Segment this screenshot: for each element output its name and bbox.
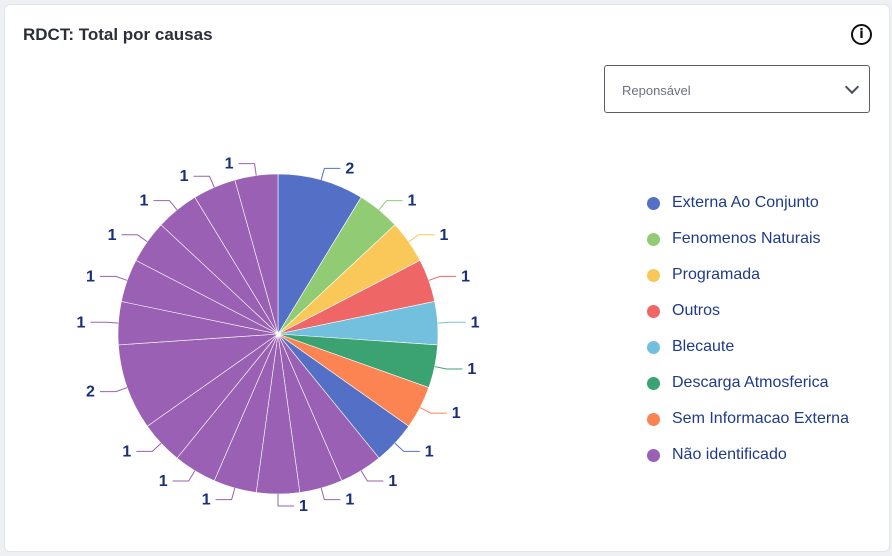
- label-line: [360, 470, 384, 482]
- label-line: [215, 487, 236, 501]
- legend-item[interactable]: Externa Ao Conjunto: [647, 185, 849, 221]
- legend-label: Externa Ao Conjunto: [672, 194, 819, 211]
- legend-label: Sem Informacao Externa: [672, 410, 849, 427]
- legend-item[interactable]: Programada: [647, 257, 849, 293]
- data-label: 1: [440, 227, 449, 244]
- data-label: 1: [299, 498, 308, 515]
- legend-item[interactable]: Descarga Atmosferica: [647, 365, 849, 401]
- data-label: 1: [86, 268, 95, 285]
- data-label: 1: [159, 473, 168, 490]
- data-label: 1: [76, 314, 85, 331]
- legend-dot-icon: [647, 412, 660, 426]
- label-line: [121, 234, 148, 243]
- legend-label: Descarga Atmosferica: [672, 374, 829, 391]
- label-line: [172, 470, 196, 482]
- legend: Externa Ao Conjunto Fenomenos Naturais Pro…: [647, 185, 849, 473]
- label-line: [193, 175, 215, 188]
- data-label: 1: [425, 443, 434, 460]
- data-label: 1: [345, 492, 354, 509]
- data-label: 1: [467, 361, 476, 378]
- data-label: 2: [345, 160, 354, 177]
- legend-item[interactable]: Não identificado: [647, 437, 849, 473]
- label-line: [153, 200, 178, 211]
- data-label: 1: [471, 314, 480, 331]
- label-line: [408, 234, 435, 243]
- legend-item[interactable]: Blecaute: [647, 329, 849, 365]
- legend-item[interactable]: Sem Informacao Externa: [647, 401, 849, 437]
- data-label: 2: [86, 384, 95, 401]
- label-line: [428, 275, 457, 281]
- legend-label: Blecaute: [672, 338, 735, 355]
- label-line: [238, 163, 257, 176]
- data-label: 1: [408, 193, 417, 210]
- data-label: 1: [388, 473, 397, 490]
- label-line: [394, 442, 420, 452]
- legend-label: Fenomenos Naturais: [672, 230, 821, 247]
- label-line: [434, 366, 463, 370]
- responsavel-select[interactable]: Reponsável: [604, 65, 870, 113]
- info-icon[interactable]: i: [851, 24, 872, 45]
- data-label: 1: [202, 492, 211, 509]
- data-label: 1: [452, 405, 461, 422]
- data-label: 1: [122, 443, 131, 460]
- pie-chart: 2 1 1 1 1 1 1 1 1 1 1 1 1 1 2 1 1 1 1 1 1: [76, 156, 480, 515]
- legend-label: Não identificado: [672, 446, 787, 463]
- data-label: 1: [461, 268, 470, 285]
- label-line: [437, 321, 466, 324]
- label-line: [419, 407, 447, 414]
- data-label: 1: [108, 227, 117, 244]
- label-line: [277, 494, 294, 507]
- data-label: 1: [140, 193, 149, 210]
- label-line: [90, 321, 119, 324]
- data-label: 1: [180, 168, 189, 185]
- legend-dot-icon: [647, 232, 660, 246]
- legend-dot-icon: [647, 340, 660, 354]
- legend-label: Outros: [672, 302, 721, 319]
- legend-dot-icon: [647, 268, 660, 282]
- label-line: [99, 387, 128, 393]
- legend-dot-icon: [647, 448, 660, 462]
- label-line: [136, 442, 162, 452]
- chart-title: RDCT: Total por causas: [23, 25, 213, 44]
- chart-card: RDCT: Total por causas i Reponsável 2 1 1 1…: [4, 4, 890, 552]
- label-line: [320, 167, 341, 181]
- legend-dot-icon: [647, 376, 660, 390]
- legend-item[interactable]: Outros: [647, 293, 849, 329]
- legend-item[interactable]: Fenomenos Naturais: [647, 221, 849, 257]
- legend-dot-icon: [647, 196, 660, 210]
- pie-slice[interactable]: [118, 333, 280, 427]
- label-line: [378, 200, 403, 211]
- label-line: [99, 275, 128, 281]
- select-placeholder: Reponsável: [622, 83, 691, 98]
- legend-label: Programada: [672, 266, 761, 283]
- legend-dot-icon: [647, 304, 660, 318]
- label-line: [320, 487, 341, 501]
- pie-slice[interactable]: [234, 173, 279, 335]
- pie-slice[interactable]: [277, 173, 362, 336]
- data-label: 1: [225, 156, 234, 173]
